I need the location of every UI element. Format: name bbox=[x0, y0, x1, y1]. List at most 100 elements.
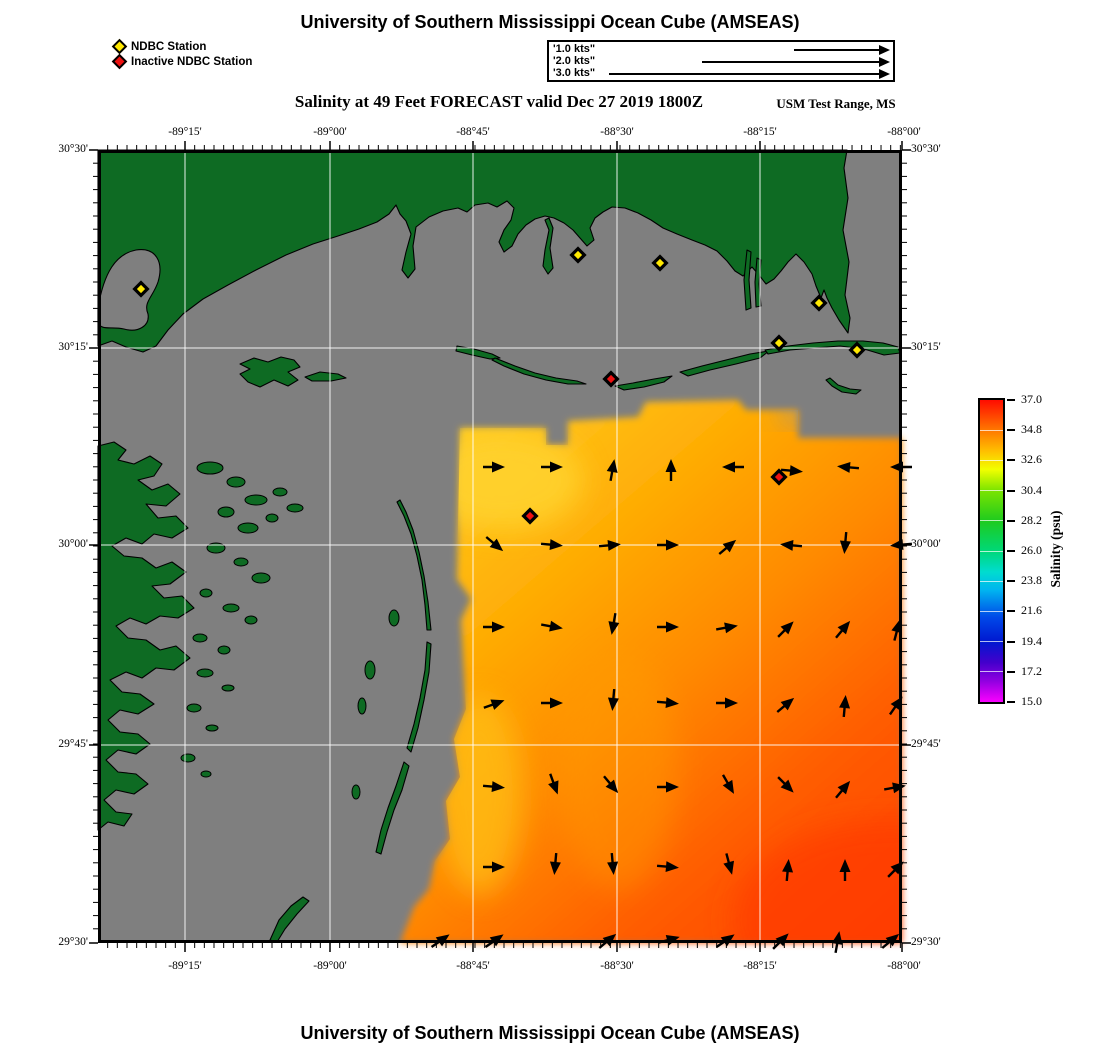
colorbar-gridline bbox=[980, 641, 1003, 643]
current-vector-arrow bbox=[890, 539, 913, 551]
current-vector-arrow bbox=[485, 536, 504, 552]
colorbar-tick bbox=[1007, 489, 1015, 492]
current-vector-arrow bbox=[716, 697, 738, 709]
ndbc-station-marker bbox=[810, 294, 828, 312]
colorbar-tick bbox=[1007, 670, 1015, 673]
current-vector-arrow bbox=[831, 931, 843, 953]
scale-arrowhead-icon bbox=[879, 56, 890, 67]
current-vector-arrow bbox=[483, 861, 505, 873]
colorbar-tick-label: 26.0 bbox=[1021, 543, 1042, 557]
scale-arrowhead-icon bbox=[879, 44, 890, 55]
scale-arrow-shaft-1kt bbox=[794, 48, 879, 51]
x-axis-label-top: -88°45' bbox=[456, 126, 490, 138]
current-vector-arrow bbox=[839, 531, 851, 554]
legend-label-active: NDBC Station bbox=[131, 40, 207, 53]
current-vector-arrow bbox=[782, 859, 794, 882]
forecast-subtitle: Salinity at 49 Feet FORECAST valid Dec 2… bbox=[294, 92, 704, 111]
current-vector-arrow bbox=[603, 775, 619, 794]
current-vector-arrow bbox=[540, 539, 563, 551]
current-vector-arrow bbox=[835, 620, 851, 639]
station-legend: NDBC Station Inactive NDBC Station bbox=[111, 38, 252, 70]
colorbar-tick bbox=[1007, 399, 1015, 401]
current-vector-arrow bbox=[598, 539, 621, 551]
colorbar-gridline bbox=[980, 580, 1003, 582]
current-vector-arrow bbox=[598, 933, 617, 949]
ndbc-station-marker bbox=[132, 280, 150, 298]
current-vector-arrow bbox=[483, 621, 505, 633]
colorbar-gridline bbox=[980, 490, 1003, 492]
colorbar-tick bbox=[1007, 610, 1015, 613]
x-axis-label-top: -88°15' bbox=[743, 126, 777, 138]
colorbar-gridline bbox=[980, 550, 1003, 552]
current-vector-arrow bbox=[837, 461, 860, 473]
scale-label-1kt: '1.0 kts" bbox=[553, 43, 596, 55]
y-axis-label-right: 29°30' bbox=[911, 936, 941, 948]
scale-arrow-shaft-3kt bbox=[609, 72, 879, 75]
current-vector-arrow bbox=[607, 688, 619, 711]
x-axis-label-bottom: -89°00' bbox=[313, 960, 347, 972]
colorbar-tick-label: 34.8 bbox=[1021, 422, 1042, 437]
current-vector-arrow bbox=[722, 461, 744, 473]
current-vector-arrow bbox=[656, 861, 679, 873]
colorbar-tick bbox=[1007, 459, 1015, 462]
current-vector-arrow bbox=[777, 776, 794, 793]
colorbar-gridline bbox=[980, 610, 1003, 612]
y-axis-label-left: 29°45' bbox=[58, 738, 88, 750]
footer-title: University of Southern Mississippi Ocean… bbox=[300, 1023, 800, 1043]
current-vector-arrow bbox=[541, 620, 563, 632]
ndbc-station-marker bbox=[770, 334, 788, 352]
current-vector-arrow bbox=[607, 852, 619, 875]
scale-arrow-shaft-2kt bbox=[702, 60, 879, 63]
colorbar-title: Salinity (psu) bbox=[1048, 510, 1063, 588]
y-axis-label-right: 30°15' bbox=[911, 341, 941, 353]
colorbar-tick-label: 21.6 bbox=[1021, 603, 1042, 618]
y-axis-label-right: 30°30' bbox=[911, 143, 941, 155]
colorbar-tick-label: 30.4 bbox=[1021, 482, 1042, 497]
salinity-map-canvas bbox=[89, 141, 913, 953]
x-axis-label-bottom: -88°00' bbox=[887, 960, 921, 972]
ndbc-station-icon bbox=[111, 38, 128, 55]
colorbar-tick bbox=[1007, 550, 1015, 552]
current-vector-arrow bbox=[723, 853, 735, 875]
scale-label-2kt: '2.0 kts" bbox=[553, 55, 596, 67]
current-vector-arrow bbox=[658, 934, 680, 946]
current-vector-arrow bbox=[716, 622, 738, 634]
colorbar-gridline bbox=[980, 459, 1003, 461]
current-vector-arrow bbox=[665, 459, 677, 481]
current-vector-arrow bbox=[657, 621, 679, 633]
colorbar-tick-label: 15.0 bbox=[1021, 694, 1042, 708]
y-axis-label-left: 30°15' bbox=[58, 341, 88, 353]
current-vector-arrow bbox=[721, 774, 734, 794]
colorbar-gridline bbox=[980, 520, 1003, 522]
current-vector-arrow bbox=[549, 852, 561, 875]
current-vector-arrow bbox=[484, 934, 504, 949]
x-axis-label-top: -88°30' bbox=[600, 126, 634, 138]
current-vector-arrow bbox=[657, 781, 679, 793]
current-vector-arrow bbox=[777, 621, 794, 638]
x-axis-label-top: -89°15' bbox=[168, 126, 202, 138]
colorbar-tick bbox=[1007, 519, 1015, 522]
y-axis-label-right: 30°00' bbox=[911, 538, 941, 550]
x-axis-label-bottom: -88°45' bbox=[456, 960, 490, 972]
current-vector-arrow bbox=[608, 613, 620, 635]
current-vector-arrow bbox=[780, 539, 803, 551]
y-axis-label-left: 29°30' bbox=[58, 936, 88, 948]
current-vector-arrow bbox=[483, 461, 505, 473]
current-vector-arrow bbox=[891, 619, 903, 641]
colorbar-tick bbox=[1007, 701, 1015, 703]
test-range-label: USM Test Range, MS bbox=[776, 96, 896, 111]
current-speed-scale-box: '1.0 kts" '2.0 kts" '3.0 kts" bbox=[547, 40, 895, 82]
y-axis-label-left: 30°30' bbox=[58, 143, 88, 155]
colorbar-gridline bbox=[980, 671, 1003, 673]
scale-arrowhead-icon bbox=[879, 68, 890, 79]
colorbar-tick bbox=[1007, 640, 1015, 643]
current-vector-arrow bbox=[780, 465, 803, 477]
colorbar-tick bbox=[1007, 580, 1015, 583]
ndbc-station-marker bbox=[569, 246, 587, 264]
colorbar-tick-label: 37.0 bbox=[1021, 392, 1042, 406]
current-vector-arrow bbox=[881, 933, 900, 949]
x-axis-label-bottom: -88°15' bbox=[743, 960, 777, 972]
x-axis-label-bottom: -88°30' bbox=[600, 960, 634, 972]
current-vector-arrow bbox=[772, 933, 789, 950]
